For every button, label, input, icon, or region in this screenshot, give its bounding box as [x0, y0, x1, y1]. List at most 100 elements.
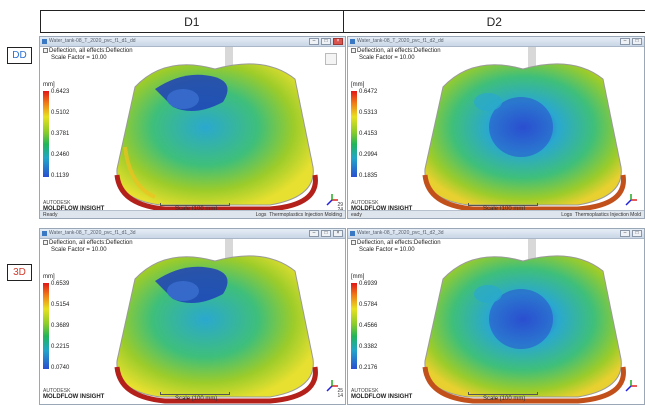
result-name: Deflection, all effects:Deflection [357, 240, 441, 246]
app-icon [42, 39, 47, 44]
axis-triad-icon [625, 380, 637, 392]
scale-factor: Scale Factor = 10.00 [51, 54, 107, 61]
minimize-button[interactable]: – [309, 38, 319, 45]
axis-readout: 25 14 [337, 389, 343, 399]
result-name: Deflection, all effects:Deflection [49, 240, 133, 246]
result-label: Deflection, all effects:Deflection Scale… [43, 48, 133, 61]
axis-triad-icon [326, 194, 338, 206]
window-titlebar[interactable]: Water_tank-08_T_2020_pvc_f1_d1_dd – □ × [40, 37, 345, 47]
moldflow-viewport-dd-d1[interactable]: Water_tank-08_T_2020_pvc_f1_d1_dd – □ × … [39, 36, 346, 219]
status-bar: eady Logs Thermoplastics Injection Mold [348, 210, 644, 218]
scale-factor: Scale Factor = 10.00 [359, 246, 415, 253]
legend-value: 0.5102 [51, 110, 70, 116]
deflection-plot-part[interactable] [403, 239, 643, 404]
brand-line-2: MOLDFLOW INSIGHT [43, 393, 105, 400]
column-header-d1: D1 [184, 14, 200, 29]
scale-ruler [468, 392, 538, 395]
legend-value: 0.3781 [51, 131, 70, 137]
comparison-header: D1 D2 [40, 10, 645, 33]
scale-text: Scale (100 mm) [483, 396, 526, 402]
legend-value: 0.6423 [51, 89, 70, 95]
minimize-button[interactable]: – [309, 230, 319, 237]
axis-value: 29 [337, 202, 343, 208]
legend-value: 0.1139 [51, 173, 69, 179]
legend-unit: [mm] [351, 82, 365, 88]
scale-text: Scale (100 mm) [175, 206, 218, 212]
status-mode: Logs Thermoplastics Injection Mold [561, 212, 641, 218]
deflection-plot-part[interactable] [95, 47, 335, 212]
scale-ruler [160, 203, 230, 206]
legend-value: 0.5313 [359, 110, 378, 116]
window-titlebar[interactable]: Water_tank-08_T_2020_pvc_f1_d2_3d – □ [348, 229, 644, 239]
brand-logo: AUTODESK MOLDFLOW INSIGHT [43, 200, 104, 212]
analysis-mode: Thermoplastics Injection Molding [269, 212, 342, 218]
minimize-button[interactable]: – [620, 38, 630, 45]
moldflow-viewport-dd-d2[interactable]: Water_tank-08_T_2020_pvc_f1_d2_dd – □ De… [347, 36, 645, 219]
moldflow-viewport-3d-d1[interactable]: Water_tank-08_T_2020_pvc_f1_d1_3d – □ × … [39, 228, 346, 405]
brand-logo: AUTODESK MOLDFLOW INSIGHT [351, 200, 413, 212]
close-button[interactable]: × [333, 230, 343, 237]
status-text: eady [351, 212, 362, 218]
color-legend [43, 91, 49, 177]
window-titlebar[interactable]: Water_tank-08_T_2020_pvc_f1_d1_3d – □ × [40, 229, 345, 239]
deflection-plot-part[interactable] [95, 239, 335, 404]
app-icon [350, 231, 355, 236]
result-icon [43, 240, 48, 245]
brand-line-1: AUTODESK [351, 388, 379, 394]
legend-value: 0.3382 [359, 344, 378, 350]
result-label: Deflection, all effects:Deflection Scale… [43, 240, 133, 253]
color-legend [351, 91, 357, 177]
legend-value: 0.6472 [359, 89, 378, 95]
legend-value: 0.4153 [359, 131, 378, 137]
legend-value: 0.5154 [51, 302, 70, 308]
logs-tab[interactable]: Logs [561, 212, 573, 218]
moldflow-viewport-3d-d2[interactable]: Water_tank-08_T_2020_pvc_f1_d2_3d – □ De… [347, 228, 645, 405]
brand-line-1: AUTODESK [43, 200, 71, 206]
maximize-button[interactable]: □ [321, 230, 331, 237]
color-legend [351, 283, 357, 369]
legend-value: 0.1835 [359, 173, 378, 179]
window-titlebar[interactable]: Water_tank-08_T_2020_pvc_f1_d2_dd – □ [348, 37, 644, 47]
scale-text: Scale (100 mm) [175, 396, 218, 402]
maximize-button[interactable]: □ [632, 38, 642, 45]
legend-value: 0.2215 [51, 344, 70, 350]
scale-ruler [468, 203, 538, 206]
scale-factor: Scale Factor = 10.00 [51, 246, 107, 253]
status-text: Ready [43, 212, 58, 218]
maximize-button[interactable]: □ [321, 38, 331, 45]
logs-tab[interactable]: Logs [255, 212, 267, 218]
result-label: Deflection, all effects:Deflection Scale… [351, 48, 441, 61]
view-cube-icon[interactable] [325, 53, 337, 65]
scale-factor: Scale Factor = 10.00 [359, 54, 415, 61]
minimize-button[interactable]: – [620, 230, 630, 237]
legend-unit: mm] [43, 82, 55, 88]
deflection-plot-part[interactable] [403, 47, 643, 212]
legend-value: 0.5784 [359, 302, 378, 308]
legend-value: 0.3689 [51, 323, 70, 329]
result-icon [351, 48, 356, 53]
legend-value: 0.2994 [359, 152, 378, 158]
scale-ruler [160, 392, 230, 395]
legend-value: 0.2176 [359, 365, 378, 371]
close-button[interactable]: × [333, 38, 343, 45]
brand-logo: AUTODESK MOLDFLOW INSIGHT [351, 388, 412, 400]
legend-value: 0.2460 [51, 152, 70, 158]
analysis-mode: Thermoplastics Injection Mold [574, 212, 641, 218]
result-icon [43, 48, 48, 53]
result-label: Deflection, all effects:Deflection Scale… [351, 240, 441, 253]
axis-triad-icon [625, 194, 637, 206]
legend-unit: [mm] [351, 274, 365, 280]
maximize-button[interactable]: □ [632, 230, 642, 237]
window-title: Water_tank-08_T_2020_pvc_f1_d1_dd [49, 38, 136, 44]
row-label-3d: 3D [7, 264, 32, 281]
legend-unit: mm] [43, 274, 55, 280]
status-bar: Ready Logs Thermoplastics Injection Mold… [40, 210, 345, 218]
brand-line-1: AUTODESK [43, 388, 71, 394]
result-icon [351, 240, 356, 245]
app-icon [42, 231, 47, 236]
brand-line-2: MOLDFLOW INSIGHT [351, 205, 413, 212]
legend-value: 0.4566 [359, 323, 378, 329]
column-header-d2: D2 [342, 11, 645, 32]
color-legend [43, 283, 49, 369]
legend-value: 0.0740 [51, 365, 70, 371]
